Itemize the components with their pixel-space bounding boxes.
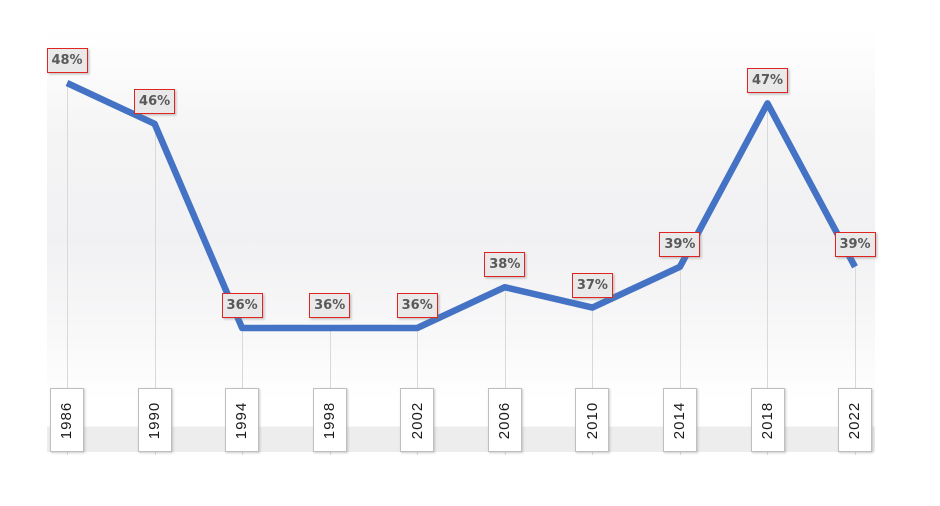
x-axis-label-2022: 2022: [838, 388, 872, 452]
x-axis-label-2006: 2006: [487, 388, 522, 452]
x-axis-label-1998: 1998: [312, 388, 347, 452]
x-axis-label-text: 2018: [759, 401, 776, 439]
data-label-2002: 36%: [396, 293, 438, 318]
data-label-2006: 38%: [484, 252, 526, 278]
plot-area-background: [47, 30, 875, 452]
data-label-2014: 39%: [659, 231, 701, 257]
x-axis-label-text: 2010: [583, 401, 601, 439]
x-axis-label-text: 2014: [671, 401, 689, 439]
data-series-line: [65, 80, 858, 332]
x-axis-label-text: 2022: [846, 401, 864, 439]
x-axis-label-1990: 1990: [137, 388, 172, 452]
x-axis-label-text: 1998: [321, 401, 339, 439]
data-label-2022: 39%: [834, 231, 876, 257]
x-axis-label-2010: 2010: [575, 388, 610, 452]
x-axis-label-text: 1990: [146, 401, 164, 439]
data-label-1994: 36%: [221, 293, 263, 318]
data-label-2018: 47%: [747, 68, 788, 94]
x-axis-label-1986: 1986: [50, 388, 84, 452]
x-axis-label-2014: 2014: [662, 388, 697, 452]
data-label-1990: 46%: [134, 88, 176, 114]
x-axis-label-1994: 1994: [225, 388, 260, 452]
data-label-1998: 36%: [309, 293, 351, 318]
x-axis-label-text: 2006: [496, 401, 514, 439]
x-axis-label-2002: 2002: [400, 388, 435, 452]
x-axis-label-text: 1994: [233, 401, 251, 439]
x-axis-label-text: 1986: [58, 401, 76, 439]
data-label-1986: 48%: [46, 48, 88, 73]
x-axis-label-text: 2002: [408, 401, 426, 439]
x-axis-label-2018: 2018: [750, 388, 785, 452]
data-label-2010: 37%: [571, 272, 613, 298]
